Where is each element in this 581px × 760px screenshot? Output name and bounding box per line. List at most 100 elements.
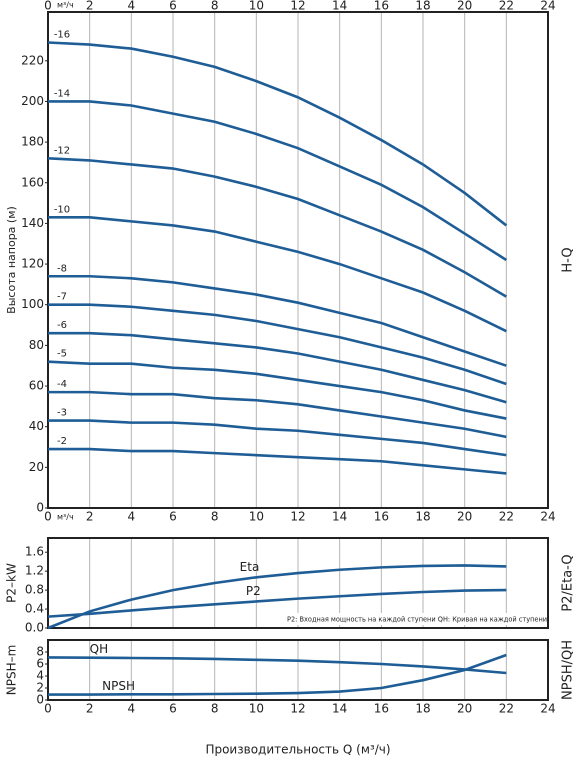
plot-frame [47,11,549,509]
x-tick-label: 24 [540,510,555,524]
x-tick-label: 6 [169,510,177,524]
x-unit: м³/ч [57,513,74,522]
x-tick-label: 12 [290,510,305,524]
curve [48,653,507,696]
x-tick-label: 24 [540,0,555,13]
side-label: NPSH/QH [561,640,576,700]
curve [48,390,507,439]
y-tick-label: 1.2 [25,564,44,578]
x-tick-label: 24 [540,702,555,716]
x-tick-label: 20 [457,702,472,716]
series-label: -6 [57,320,67,331]
x-tick-label: 2 [86,702,94,716]
y-tick-label: 40 [29,419,44,433]
curve [48,100,508,262]
x-tick-label: 16 [374,0,389,13]
x-tick-label: 0 [44,702,52,716]
x-tick-label: 8 [211,510,219,524]
curve [47,157,507,298]
x-tick-label: 14 [332,510,347,524]
y-tick-label: 120 [21,257,44,271]
x-tick-label: 12 [290,0,305,13]
x-tick-label: 6 [169,0,177,13]
y-axis-label: NPSH–m [5,645,19,696]
y-tick-label: 4 [36,669,44,683]
series-label: P2 [246,584,261,598]
y-tick-label: 8 [36,645,44,659]
x-tick-label: 22 [499,702,514,716]
y-tick-label: 180 [21,135,44,149]
x-tick-label: 22 [499,510,514,524]
y-tick-label: 0.4 [25,602,44,616]
curve [47,588,507,618]
y-tick-label: 1.6 [25,545,44,559]
y-tick-label: 80 [29,338,44,352]
x-tick-label: 10 [249,702,264,716]
y-tick-label: 0.0 [25,621,44,635]
x-tick-label: 18 [415,0,430,13]
y-tick-label: 160 [21,175,44,189]
x-tick-label: 16 [374,702,389,716]
curve [48,331,507,404]
y-tick-label: 140 [21,216,44,230]
series-label: -10 [54,204,70,215]
y-tick-label: 0 [36,501,44,515]
note: P2: Входная мощность на каждой ступени Q… [287,616,547,624]
x-tick-label: 6 [169,702,177,716]
series-label: -16 [54,29,70,40]
curve [47,656,507,675]
series-label: -12 [54,145,70,156]
x-tick-label: 2 [86,510,94,524]
series-label: -2 [57,436,67,447]
x-tick-label: 14 [332,702,347,716]
x-tick-label: 10 [249,0,264,13]
y-tick-label: 100 [21,297,44,311]
y-tick-label: 0 [36,693,44,707]
curve [47,564,507,630]
x-tick-label: 20 [457,0,472,13]
curve [48,274,507,367]
series-label: -5 [57,349,67,360]
x-tick-label: 14 [332,0,347,13]
series-label: -7 [57,292,67,303]
y-tick-label: 60 [29,379,44,393]
curve [48,303,507,386]
plot-frame [47,639,549,701]
x-tick-label: 4 [128,510,136,524]
series-label: Eta [240,560,260,574]
y-tick-label: 0.8 [25,583,44,597]
series-label: -8 [57,263,67,274]
x-tick-label: 20 [457,510,472,524]
curve [47,360,507,420]
y-axis-label: Высота напора (м) [5,206,18,314]
y-tick-label: 6 [36,657,44,671]
x-tick-label: 8 [211,702,219,716]
x-tick-label: 2 [86,0,94,13]
x-unit: м³/ч [57,1,74,10]
x-tick-label: 4 [128,0,136,13]
curve [48,419,507,457]
x-tick-label: 16 [374,510,389,524]
note-box [284,613,546,625]
x-tick-label: 18 [415,510,430,524]
curve [48,216,507,333]
series-label: -4 [57,379,67,390]
series-label: QH [90,642,108,656]
x-tick-label: 4 [128,702,136,716]
curve [47,41,508,227]
x-tick-label: 0 [44,0,52,13]
x-tick-label: 12 [290,702,305,716]
series-label: -14 [54,88,70,99]
series-label: NPSH [102,679,135,693]
x-tick-label: 22 [499,0,514,13]
y-tick-label: 220 [21,53,44,67]
plot-frame [47,537,549,629]
y-tick-label: 2 [36,681,44,695]
x-axis-label: Производительность Q (м³/ч) [205,743,390,757]
side-label: P2/Eta-Q [561,554,576,611]
side-label: H-Q [561,247,576,272]
x-tick-label: 10 [249,510,264,524]
y-tick-label: 200 [21,94,44,108]
